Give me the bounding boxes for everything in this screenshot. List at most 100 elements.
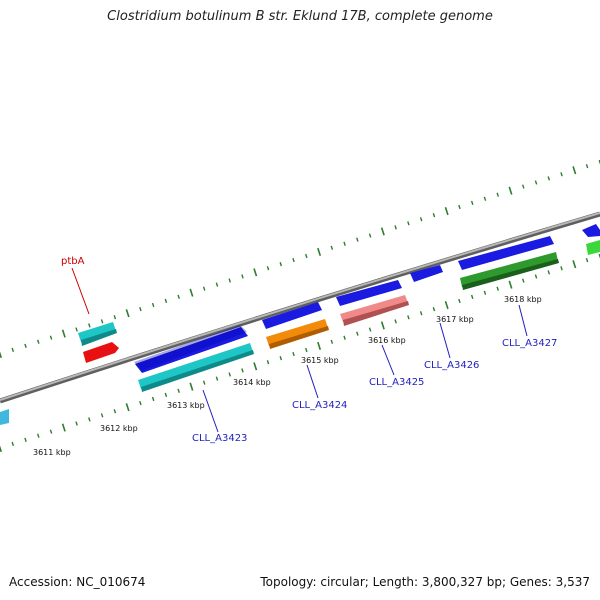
gene-feature[interactable] <box>269 326 329 349</box>
minor-tick <box>343 241 346 246</box>
minor-tick <box>547 176 551 181</box>
leader-line <box>306 364 319 399</box>
minor-tick <box>305 347 308 353</box>
tick-label: 3618 kbp <box>504 295 542 304</box>
major-tick <box>508 280 513 289</box>
inner-tick-track <box>0 253 600 453</box>
major-tick <box>444 301 449 310</box>
genome-backbone-highlight <box>0 212 600 401</box>
accession-text: Accession: NC_010674 <box>9 575 146 589</box>
minor-tick <box>419 217 423 222</box>
gene-label-cll-a3427[interactable]: CLL_A3427 <box>502 338 557 349</box>
leader-line <box>71 267 90 315</box>
minor-tick <box>560 172 563 177</box>
reverse-strand-genes <box>0 240 600 425</box>
minor-tick <box>24 437 27 442</box>
gene-feature[interactable] <box>582 224 600 237</box>
minor-tick <box>75 327 78 332</box>
gene-feature[interactable] <box>410 265 443 282</box>
minor-tick <box>241 274 244 279</box>
minor-tick <box>483 290 487 295</box>
minor-tick <box>75 421 78 426</box>
tick-label: 3616 kbp <box>368 336 406 345</box>
minor-tick <box>547 270 551 275</box>
gene-feature[interactable] <box>343 301 409 326</box>
minor-tick <box>330 339 334 344</box>
minor-tick <box>330 245 334 250</box>
minor-tick <box>37 339 40 344</box>
minor-tick <box>343 335 346 340</box>
minor-tick <box>266 360 270 365</box>
tick-label: 3612 kbp <box>100 424 138 433</box>
gene-feature[interactable] <box>83 342 119 363</box>
minor-tick <box>560 266 563 271</box>
minor-tick <box>113 315 117 320</box>
minor-tick <box>266 266 270 271</box>
gene-feature[interactable] <box>141 350 254 392</box>
minor-tick <box>394 319 397 324</box>
minor-tick <box>585 164 589 169</box>
gene-labels: ptbA CLL_A3423 CLL_A3424 CLL_A3425 CLL_A… <box>61 256 557 444</box>
minor-tick <box>407 315 410 320</box>
minor-tick <box>534 180 538 185</box>
gene-feature[interactable] <box>78 322 116 342</box>
major-tick <box>317 247 322 256</box>
gene-feature[interactable] <box>460 252 558 287</box>
gene-feature[interactable] <box>262 302 322 329</box>
leader-line <box>439 322 451 359</box>
minor-tick <box>37 433 40 438</box>
genome-backbone <box>0 211 600 404</box>
minor-tick <box>368 233 372 238</box>
tick-label: 3613 kbp <box>167 401 205 410</box>
gene-feature[interactable] <box>458 236 554 270</box>
gene-label-cll-a3426[interactable]: CLL_A3426 <box>424 360 479 371</box>
gene-feature[interactable] <box>135 327 248 373</box>
gene-label-cll-a3425[interactable]: CLL_A3425 <box>369 377 424 388</box>
gene-feature[interactable] <box>0 409 9 425</box>
major-tick <box>572 166 577 175</box>
gene-feature[interactable] <box>134 325 247 371</box>
outer-tick-track <box>0 159 600 359</box>
minor-tick <box>407 221 410 226</box>
gene-feature[interactable] <box>138 343 253 389</box>
gene-label-cll-a3424[interactable]: CLL_A3424 <box>292 400 347 411</box>
minor-tick <box>177 294 180 299</box>
major-tick <box>189 288 194 297</box>
major-tick <box>380 321 385 330</box>
gene-feature[interactable] <box>462 259 559 290</box>
label-leader-lines <box>71 267 528 433</box>
gene-feature[interactable] <box>336 280 402 306</box>
minor-tick <box>496 286 500 291</box>
minor-tick <box>356 237 359 242</box>
major-tick <box>572 260 577 269</box>
gene-label-ptba[interactable]: ptbA <box>61 256 85 267</box>
minor-tick <box>241 368 244 373</box>
major-tick <box>444 207 449 216</box>
minor-tick <box>24 343 27 348</box>
minor-tick <box>292 257 295 263</box>
map-title: Clostridium botulinum B str. Eklund 17B,… <box>107 9 493 24</box>
major-tick <box>61 329 66 338</box>
major-tick <box>125 309 130 318</box>
minor-tick <box>458 204 461 210</box>
gene-feature[interactable] <box>81 329 117 346</box>
leader-line <box>518 304 528 337</box>
minor-tick <box>202 286 206 291</box>
minor-tick <box>100 413 104 418</box>
tick-labels: 3611 kbp 3612 kbp 3613 kbp 3614 kbp 3615… <box>33 295 542 457</box>
gene-feature[interactable] <box>266 319 328 346</box>
gene-feature[interactable] <box>586 240 600 255</box>
minor-tick <box>419 311 423 316</box>
minor-tick <box>534 274 538 279</box>
minor-tick <box>305 253 308 259</box>
minor-tick <box>368 327 372 332</box>
gene-label-cll-a3423[interactable]: CLL_A3423 <box>192 433 247 444</box>
minor-tick <box>470 294 474 300</box>
gene-feature[interactable] <box>340 295 408 322</box>
major-tick <box>508 186 513 195</box>
minor-tick <box>49 335 53 340</box>
minor-tick <box>139 400 142 406</box>
major-tick <box>380 227 385 236</box>
minor-tick <box>139 306 142 312</box>
